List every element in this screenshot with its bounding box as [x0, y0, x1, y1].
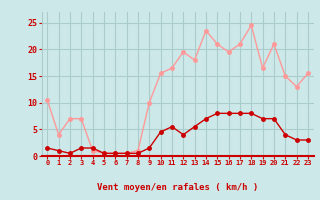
- X-axis label: Vent moyen/en rafales ( km/h ): Vent moyen/en rafales ( km/h ): [97, 183, 258, 192]
